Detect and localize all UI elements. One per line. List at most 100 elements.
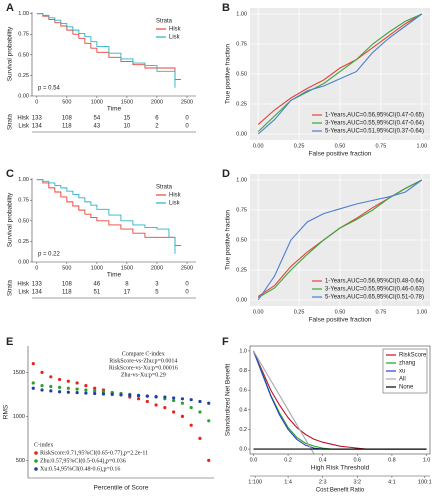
point	[31, 362, 35, 366]
point	[57, 377, 62, 382]
plot-series	[36, 179, 181, 254]
risk-table-value: 134	[32, 290, 43, 296]
x2-tick-label: 100:1	[418, 479, 432, 485]
point	[84, 391, 88, 395]
x-axis-label: Percentile of Score	[94, 485, 149, 492]
x-tick-label: 1000	[91, 99, 103, 105]
x2-tick-label: 2:3	[319, 479, 327, 485]
x-tick-label: 0.25	[294, 143, 305, 149]
point	[49, 384, 53, 389]
x-axis-label: Time	[107, 272, 122, 279]
x2-tick-label: 1:100	[248, 479, 262, 485]
risk-table-value: 0	[185, 124, 189, 130]
x-tick-label: 2500	[181, 265, 193, 271]
risk-table-value: 118	[62, 290, 72, 296]
y-tick-label: 0.0	[239, 447, 247, 453]
risk-table-value: 8	[125, 282, 129, 288]
y-tick-label: 0.75	[18, 32, 29, 38]
point	[154, 403, 158, 407]
x-tick-label: 0.0	[250, 457, 258, 463]
risk-table-value: 133	[32, 282, 43, 288]
risk-table-value: 118	[62, 124, 72, 130]
legend-label: 1-Years,AUC=0.56,95%CI(0.48-0.64)	[325, 279, 424, 285]
annotation: p = 0.54	[38, 86, 61, 92]
y-tick-label: 0.50	[236, 71, 247, 77]
series-line	[257, 13, 423, 135]
plot-series	[252, 350, 427, 454]
legend-label: Xu:0.54,95%CI(0.48-0.6),p=0.16	[40, 465, 120, 472]
y-tick-label: 0.25	[236, 101, 247, 107]
point	[84, 384, 88, 388]
x-tick-label: 0.75	[376, 309, 387, 315]
point	[31, 386, 35, 390]
point	[180, 401, 185, 405]
risk-table-value: 0	[185, 282, 189, 288]
risk-table-value: 51	[94, 290, 101, 296]
x-tick-label: 1500	[121, 265, 133, 271]
y-tick-label: 0.50	[236, 237, 247, 243]
panel-letter: A	[6, 2, 14, 14]
x-tick-label: 0.75	[376, 143, 387, 149]
x-tick-label: 0.50	[335, 309, 346, 315]
annotation: Zhu-vs-Xu:p=0.29	[121, 372, 166, 378]
risk-table-value: 54	[94, 116, 101, 122]
x-tick-label: 1500	[121, 99, 133, 105]
legend-title: Strata	[156, 19, 173, 25]
point	[145, 399, 149, 404]
y-tick-label: 1.00	[18, 11, 29, 17]
y-tick-label: 0.25	[18, 73, 29, 79]
x-tick-label: 2000	[151, 99, 163, 105]
y-axis-label: True positive fraction	[225, 44, 232, 104]
risk-table-value: 5	[155, 290, 159, 296]
risk-table-value: 3	[155, 282, 159, 288]
risk-table-row-label: Hisk	[17, 282, 30, 288]
point	[207, 419, 211, 423]
x-axis-label: High Risk Threshold	[311, 465, 370, 472]
point	[163, 395, 167, 399]
legend-label: Hisk	[169, 193, 182, 199]
risk-table-value: 108	[62, 116, 73, 122]
x-tick-label: 1.00	[416, 309, 427, 315]
risk-table-value: 46	[94, 282, 101, 288]
y-tick-label: 1.00	[18, 177, 29, 183]
legend-marker	[34, 467, 38, 471]
risk-table-value: 6	[155, 116, 159, 122]
point	[145, 394, 149, 398]
panel-letter: D	[222, 168, 230, 180]
x-tick-label: 0.25	[294, 309, 305, 315]
plot-series	[31, 362, 211, 462]
y-axis-label: RMS	[3, 404, 10, 419]
point	[198, 410, 202, 414]
point	[66, 379, 70, 383]
risk-table-row-label: Lisk	[18, 124, 30, 130]
y-tick-label: 0.00	[18, 259, 29, 265]
x-tick-label: 1.0	[423, 457, 431, 463]
y-tick-label: 0.25	[18, 239, 29, 245]
legend-label: 3-Years,AUC=0.55,95%CI(0.47-0.64)	[325, 121, 424, 127]
point	[101, 390, 106, 394]
legend-label: Hisk	[169, 27, 182, 33]
point	[189, 423, 193, 427]
legend-label: Zhu:0.57,95%CI(0.5-0.64),p=0.036	[40, 457, 126, 464]
y-tick-label: 1.00	[236, 177, 247, 183]
point	[198, 436, 202, 440]
point	[75, 381, 79, 385]
legend-marker	[34, 459, 38, 463]
point	[49, 389, 53, 393]
legend-label: All	[399, 377, 406, 383]
series-line	[257, 179, 423, 301]
x-tick-label: 500	[62, 99, 71, 105]
x-tick-label: 2500	[181, 99, 193, 105]
legend-label: RiskScore	[399, 353, 427, 359]
legend-label: 5-Years,AUC=0.51,95%CI(0.37-0.64)	[325, 129, 424, 135]
point	[40, 384, 44, 388]
plot-frame	[249, 345, 431, 455]
series-line	[36, 179, 176, 254]
legend-label: Lisk	[169, 35, 181, 41]
legend-label: RiskScore:0.71,95%CI(0.65-0.77),p=2.2e-1…	[40, 449, 148, 456]
x2-tick-label: 4:1	[388, 479, 396, 485]
legend-label: Lisk	[169, 201, 181, 207]
x-tick-label: 2000	[151, 265, 163, 271]
point	[136, 397, 141, 401]
